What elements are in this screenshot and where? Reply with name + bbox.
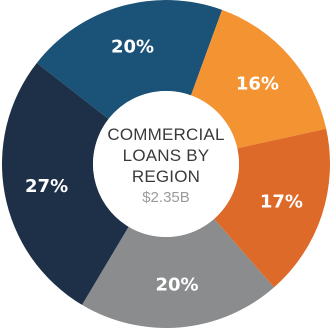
center-title-line-3: REGION [91,166,241,187]
center-title-line-1: COMMERCIAL [91,124,241,145]
slice-label-1: 20% [111,37,154,58]
slice-label-2: 16% [236,73,279,94]
slice-label-5: 27% [25,176,68,197]
slice-label-3: 17% [260,191,303,212]
center-total-value: $2.35B [91,189,241,207]
slice-label-4: 20% [155,274,198,295]
center-title-line-2: LOANS BY [91,145,241,166]
